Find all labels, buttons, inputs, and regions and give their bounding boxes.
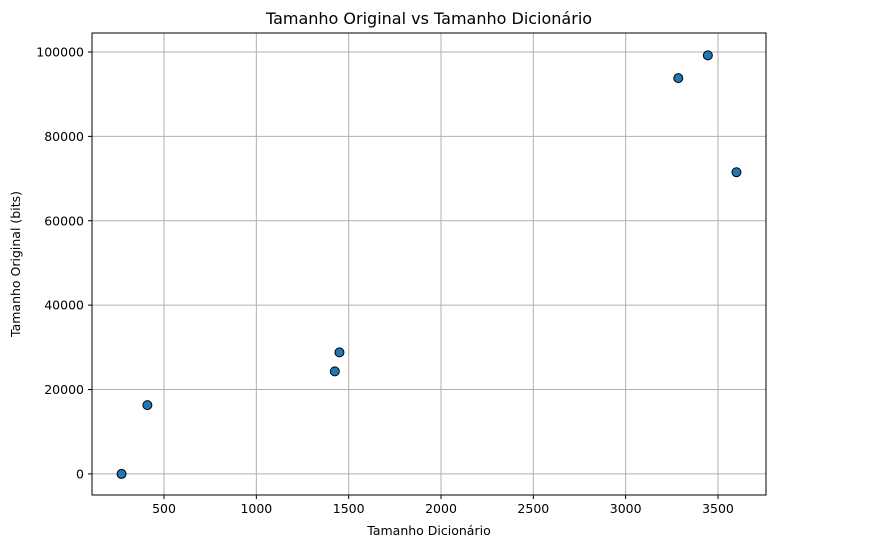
y-tick-label: 20000 bbox=[44, 382, 84, 397]
x-tick-label: 2000 bbox=[425, 501, 457, 516]
data-point bbox=[116, 468, 127, 479]
data-points bbox=[116, 50, 742, 479]
x-tick-label: 1500 bbox=[333, 501, 365, 516]
plot-frame bbox=[91, 32, 767, 496]
data-point bbox=[702, 50, 713, 61]
x-tick-label: 3500 bbox=[702, 501, 734, 516]
x-tick-label: 3000 bbox=[610, 501, 642, 516]
data-point bbox=[334, 347, 345, 358]
data-point bbox=[731, 167, 742, 178]
data-point bbox=[329, 366, 340, 377]
y-tick-label: 60000 bbox=[44, 213, 84, 228]
y-axis-label: Tamanho Original (bits) bbox=[8, 191, 23, 338]
data-point bbox=[673, 73, 684, 84]
grid-lines bbox=[92, 33, 766, 495]
data-point bbox=[142, 400, 153, 411]
x-axis-label: Tamanho Dicionário bbox=[366, 523, 490, 538]
y-tick-label: 40000 bbox=[44, 298, 84, 313]
chart-title: Tamanho Original vs Tamanho Dicionário bbox=[265, 9, 592, 28]
y-tick-label: 100000 bbox=[36, 44, 84, 59]
x-tick-label: 1000 bbox=[240, 501, 272, 516]
y-tick-label: 80000 bbox=[44, 129, 84, 144]
x-tick-label: 2500 bbox=[517, 501, 549, 516]
axis-ticks: 500 1000 1500 2000 2500 3000 3500 0 20000 40000 60… bbox=[36, 44, 734, 516]
y-tick-label: 0 bbox=[76, 466, 84, 481]
x-tick-label: 500 bbox=[152, 501, 176, 516]
